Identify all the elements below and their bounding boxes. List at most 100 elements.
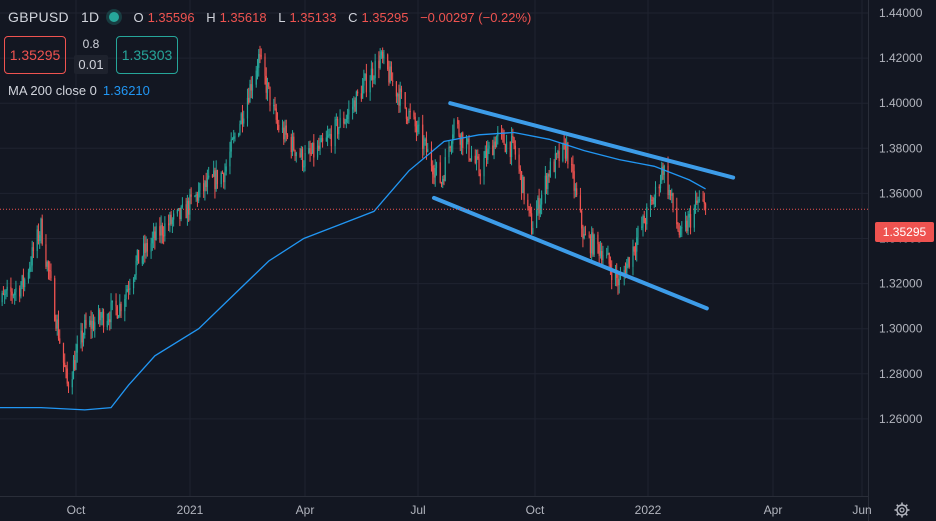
- candle-body: [618, 278, 620, 286]
- candle-body: [591, 232, 593, 254]
- candle-body: [583, 233, 585, 239]
- candle-body: [653, 198, 655, 205]
- candle-body: [181, 204, 183, 207]
- candle-body: [593, 234, 595, 255]
- candle-body: [144, 243, 146, 253]
- time-axis[interactable]: Oct 2021 Apr Jul Oct 2022 Apr Jun: [67, 503, 872, 517]
- candle-body: [190, 194, 192, 197]
- candle-body: [94, 322, 96, 330]
- candle-body: [54, 278, 56, 321]
- candle-body: [649, 199, 652, 208]
- candle-body: [243, 118, 245, 124]
- candle-body: [462, 132, 464, 148]
- candle-body: [295, 152, 297, 157]
- candle-body: [161, 225, 163, 236]
- gear-icon[interactable]: [894, 502, 910, 518]
- candle-body: [64, 362, 66, 367]
- candle-body: [328, 134, 330, 136]
- candle-body: [251, 84, 254, 91]
- indicator-value: 1.36210: [102, 83, 150, 98]
- candle-body: [14, 292, 16, 296]
- candle-body: [281, 127, 284, 130]
- candle-body: [574, 188, 577, 191]
- candle-body: [273, 105, 275, 107]
- candle-body: [693, 207, 695, 228]
- candle-body: [336, 119, 339, 135]
- candle-body: [57, 319, 60, 339]
- candle-body: [566, 142, 568, 159]
- candle-body: [102, 311, 105, 328]
- candle-body: [309, 148, 311, 153]
- candle-body: [339, 117, 341, 128]
- buy-button[interactable]: 1.35303: [116, 36, 178, 74]
- candle-body: [395, 81, 398, 97]
- candle-body: [173, 213, 175, 220]
- price-tick-label: 1.44000: [879, 6, 923, 20]
- candle-body: [205, 181, 207, 187]
- close-value: 1.35295: [361, 9, 409, 25]
- indicator-legend[interactable]: MA 200 close 0 1.36210: [8, 83, 150, 98]
- candle-body: [602, 255, 604, 261]
- candle-body: [39, 235, 41, 241]
- candle-body: [689, 213, 692, 228]
- candle-body: [2, 293, 5, 295]
- candle-body: [651, 199, 653, 201]
- sell-button[interactable]: 1.35295: [4, 36, 66, 74]
- candle-body: [518, 154, 520, 169]
- candle-body: [379, 55, 381, 69]
- candle-body: [169, 214, 171, 226]
- candle-body: [453, 119, 455, 135]
- interval[interactable]: 1D: [80, 9, 100, 25]
- trendline[interactable]: [448, 101, 736, 180]
- candle-body: [80, 330, 82, 345]
- candle-body: [343, 117, 345, 124]
- candle-body: [527, 199, 529, 207]
- candle-body: [195, 194, 197, 197]
- candle-body: [84, 319, 86, 336]
- candle-body: [320, 138, 322, 143]
- candle-body: [49, 270, 51, 272]
- candle-body: [443, 178, 445, 181]
- close-label: C: [348, 9, 358, 25]
- candle-body: [439, 162, 441, 183]
- candle-body: [435, 162, 438, 169]
- high-value: 1.35618: [219, 9, 267, 25]
- candle-body: [694, 200, 697, 208]
- candle-body: [142, 243, 145, 257]
- candle-body: [628, 257, 630, 267]
- candle-body: [504, 144, 506, 153]
- price-axis[interactable]: 1.260001.280001.300001.320001.340001.360…: [879, 6, 923, 426]
- candle-body: [505, 141, 508, 153]
- candle-body: [260, 55, 262, 57]
- candle-body: [120, 303, 122, 312]
- candle-body: [434, 168, 436, 178]
- candle-body: [523, 176, 525, 200]
- candle-body: [72, 360, 75, 380]
- candle-body: [146, 242, 148, 252]
- symbol-name[interactable]: GBPUSD: [8, 9, 69, 25]
- candle-body: [115, 300, 117, 307]
- candle-body: [101, 311, 103, 318]
- candle-body: [55, 320, 57, 329]
- candle-body: [303, 166, 305, 168]
- lot-size-input[interactable]: 0.01: [74, 54, 108, 74]
- trendline[interactable]: [431, 195, 709, 311]
- candle-body: [286, 134, 289, 138]
- candle-body: [522, 176, 524, 194]
- candle-body: [326, 135, 329, 138]
- candle-body: [213, 170, 215, 177]
- candle-body: [240, 113, 242, 125]
- candle-body: [538, 197, 540, 214]
- order-size: 0.8 0.01: [66, 37, 116, 74]
- candle-body: [470, 155, 473, 161]
- candle-body: [529, 208, 531, 214]
- candle-body: [458, 124, 460, 136]
- market-open-dot-icon: [109, 12, 120, 22]
- candle-body: [31, 247, 33, 266]
- candle-body: [492, 145, 494, 156]
- candle-body: [81, 330, 83, 343]
- candle-body: [387, 54, 389, 70]
- candle-body: [558, 151, 560, 162]
- candle-body: [440, 182, 443, 185]
